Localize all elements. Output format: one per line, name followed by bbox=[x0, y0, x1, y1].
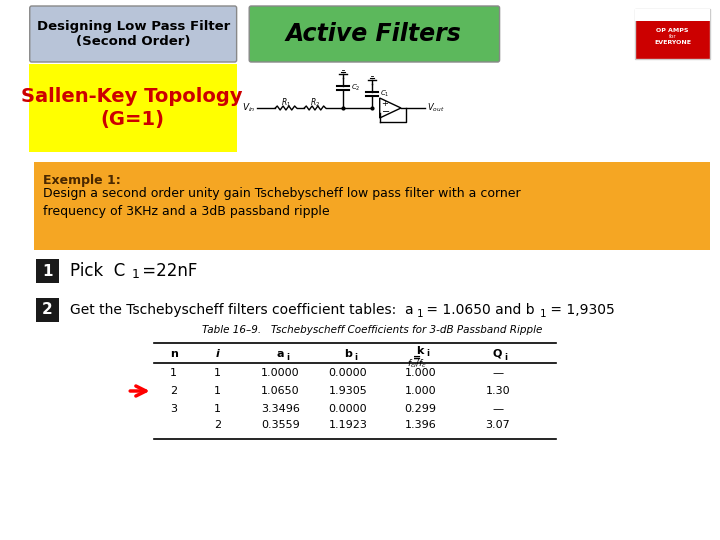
Text: 3.07: 3.07 bbox=[485, 420, 510, 430]
Text: b: b bbox=[344, 349, 352, 359]
Text: Pick  C: Pick C bbox=[71, 262, 125, 280]
Bar bbox=[35, 298, 59, 322]
Text: $f_{ci}/f_c$: $f_{ci}/f_c$ bbox=[408, 357, 428, 370]
FancyBboxPatch shape bbox=[249, 6, 500, 62]
Text: 1: 1 bbox=[131, 268, 139, 281]
Text: 1.000: 1.000 bbox=[405, 368, 436, 378]
Text: i: i bbox=[354, 353, 357, 361]
Text: i: i bbox=[287, 353, 289, 361]
Text: 3.3496: 3.3496 bbox=[261, 404, 300, 414]
Text: n: n bbox=[170, 349, 178, 359]
Text: —: — bbox=[492, 404, 503, 414]
Text: 3: 3 bbox=[171, 404, 177, 414]
Text: Design a second order unity gain Tschebyscheff low pass filter with a corner
fre: Design a second order unity gain Tscheby… bbox=[43, 187, 521, 218]
Text: 1.1923: 1.1923 bbox=[328, 420, 367, 430]
Text: Get the Tschebyscheff filters coefficient tables:  a: Get the Tschebyscheff filters coefficien… bbox=[71, 303, 414, 317]
Text: i: i bbox=[504, 353, 507, 361]
Text: Q: Q bbox=[493, 349, 503, 359]
Text: $V_{in}$: $V_{in}$ bbox=[243, 102, 256, 114]
Text: a: a bbox=[276, 349, 284, 359]
Bar bbox=[635, 9, 711, 59]
Text: $R_2$: $R_2$ bbox=[310, 97, 320, 109]
Text: 2: 2 bbox=[42, 302, 53, 318]
Text: 1.9305: 1.9305 bbox=[328, 386, 367, 396]
Text: $V_{out}$: $V_{out}$ bbox=[427, 102, 444, 114]
Text: 0.0000: 0.0000 bbox=[328, 404, 367, 414]
Text: 0.3559: 0.3559 bbox=[261, 420, 300, 430]
Text: 1: 1 bbox=[171, 368, 177, 378]
Bar bbox=[635, 9, 711, 21]
Text: OP AMPS: OP AMPS bbox=[657, 28, 689, 32]
Text: 1: 1 bbox=[214, 404, 221, 414]
Text: 1: 1 bbox=[214, 386, 221, 396]
Text: Sallen-Key Topology
(G=1): Sallen-Key Topology (G=1) bbox=[22, 87, 243, 129]
Text: 1.0000: 1.0000 bbox=[261, 368, 300, 378]
Text: 1: 1 bbox=[540, 309, 546, 319]
Text: $R_1$: $R_1$ bbox=[281, 97, 291, 109]
Text: +: + bbox=[382, 98, 389, 107]
Text: 1.396: 1.396 bbox=[405, 420, 436, 430]
FancyBboxPatch shape bbox=[30, 6, 237, 62]
Text: −: − bbox=[382, 107, 390, 117]
Text: —: — bbox=[492, 368, 503, 378]
Text: for: for bbox=[669, 33, 677, 38]
Text: =22nF: =22nF bbox=[137, 262, 197, 280]
Bar bbox=[34, 162, 711, 250]
Text: $C_2$: $C_2$ bbox=[351, 83, 360, 93]
Text: = 1,9305: = 1,9305 bbox=[546, 303, 615, 317]
Text: $C_1$: $C_1$ bbox=[379, 89, 390, 99]
Bar bbox=[29, 64, 237, 152]
Text: Active Filters: Active Filters bbox=[286, 22, 462, 46]
Text: 1.30: 1.30 bbox=[485, 386, 510, 396]
Text: =: = bbox=[413, 353, 421, 363]
Text: 0.0000: 0.0000 bbox=[328, 368, 367, 378]
Text: 2: 2 bbox=[214, 420, 221, 430]
Text: i: i bbox=[426, 349, 430, 359]
Text: 1: 1 bbox=[42, 264, 53, 279]
Text: 1: 1 bbox=[416, 309, 423, 319]
Text: Designing Low Pass Filter
(Second Order): Designing Low Pass Filter (Second Order) bbox=[37, 20, 230, 48]
Text: 2: 2 bbox=[170, 386, 177, 396]
Text: 1.000: 1.000 bbox=[405, 386, 436, 396]
Text: EVERYONE: EVERYONE bbox=[654, 39, 691, 44]
Bar bbox=[35, 259, 59, 283]
Text: 1.0650: 1.0650 bbox=[261, 386, 300, 396]
Text: 0.299: 0.299 bbox=[405, 404, 436, 414]
Text: i: i bbox=[215, 349, 219, 359]
Text: Exemple 1:: Exemple 1: bbox=[43, 174, 121, 187]
Text: Table 16–9.   Tschebyscheff Coefficients for 3-dB Passband Ripple: Table 16–9. Tschebyscheff Coefficients f… bbox=[202, 325, 542, 335]
Text: = 1.0650 and b: = 1.0650 and b bbox=[422, 303, 535, 317]
Text: k: k bbox=[417, 346, 424, 356]
Text: 1: 1 bbox=[214, 368, 221, 378]
